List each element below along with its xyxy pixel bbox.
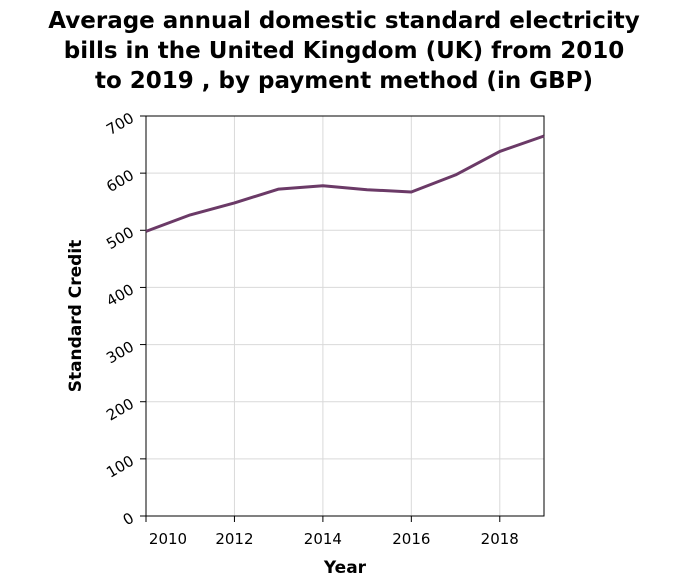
x-tick-label: 2014 <box>304 530 342 548</box>
y-tick-label: 600 <box>103 166 137 196</box>
x-axis-title: Year <box>323 558 367 578</box>
grid <box>146 116 544 516</box>
series-line <box>146 136 544 231</box>
y-tick-label: 0 <box>120 509 137 529</box>
x-tick-label: 2018 <box>481 530 519 548</box>
y-tick-label: 500 <box>103 223 137 253</box>
y-tick-label: 200 <box>103 395 137 425</box>
x-tick-label: 2010 <box>149 530 187 548</box>
y-tick-label: 400 <box>103 280 137 310</box>
y-tick-label: 300 <box>103 337 137 367</box>
y-tick-label: 100 <box>103 452 137 482</box>
x-tick-label: 2016 <box>392 530 430 548</box>
x-tick-label: 2012 <box>215 530 253 548</box>
series-layer <box>146 136 544 231</box>
plot-area-border <box>146 116 544 516</box>
y-tick-label: 700 <box>103 109 137 139</box>
y-axis-title: Standard Credit <box>66 240 86 393</box>
